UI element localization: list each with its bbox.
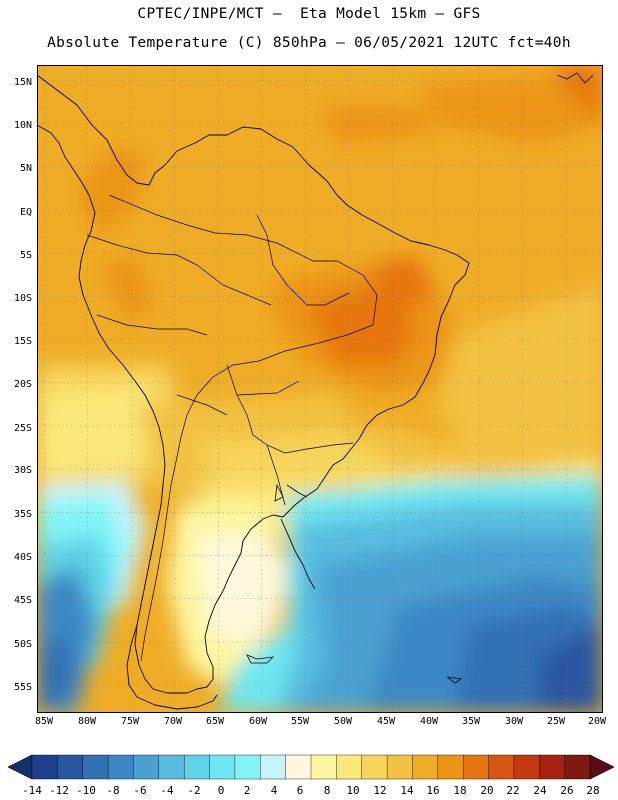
colorbar-swatch: [310, 754, 337, 780]
colorbar-label: 18: [453, 784, 467, 797]
colorbar-label: 22: [506, 784, 520, 797]
colorbar-swatch: [462, 754, 490, 780]
colorbar-swatch: [539, 754, 566, 780]
lon-label: 80W: [77, 716, 97, 727]
lat-label: 30S: [13, 465, 32, 476]
colorbar-label: 24: [533, 784, 547, 797]
colorbar-swatch: [260, 754, 287, 780]
lat-label: 45S: [13, 595, 32, 606]
lat-label: 20S: [13, 379, 32, 390]
colorbar-label: 12: [373, 784, 387, 797]
colorbar-swatch: [361, 754, 388, 780]
lat-label: 55S: [13, 682, 32, 693]
lon-label: 20W: [587, 716, 607, 727]
map-title-line1: CPTEC/INPE/MCT – Eta Model 15km – GFS: [137, 6, 481, 22]
map-frame: [37, 65, 603, 713]
temperature-field: [37, 65, 603, 713]
colorbar-label: -4: [160, 784, 174, 797]
colorbar-swatch: [158, 754, 185, 780]
colorbar-swatch: [564, 754, 591, 780]
lon-label: 60W: [248, 716, 268, 727]
colorbar-label: 0: [217, 784, 225, 797]
lat-label: 50S: [13, 639, 32, 650]
colorbar-over-arrow: [589, 754, 614, 780]
colorbar-label: 10: [346, 784, 360, 797]
colorbar-label: 16: [426, 784, 440, 797]
temperature-map: [37, 65, 603, 713]
lon-label: 30W: [504, 716, 524, 727]
colorbar-label: 26: [560, 784, 574, 797]
lon-label: 70W: [163, 716, 183, 727]
colorbar-swatch: [412, 754, 439, 780]
lon-label: 45W: [376, 716, 396, 727]
lat-label: 10N: [13, 120, 32, 131]
colorbar-swatch: [209, 754, 236, 780]
colorbar-label: 2: [243, 784, 251, 797]
lat-label: 10S: [13, 293, 32, 304]
colorbar-label: -8: [106, 784, 120, 797]
colorbar-swatch: [513, 754, 540, 780]
colorbar-under-arrow: [8, 754, 33, 780]
colorbar-label: -14: [22, 784, 42, 797]
lat-label: 15S: [13, 336, 32, 347]
colorbar-label: 20: [480, 784, 494, 797]
colorbar-label: -10: [76, 784, 96, 797]
lat-label: 25S: [13, 423, 32, 434]
colorbar-swatch: [285, 754, 312, 780]
lat-label: 15N: [13, 77, 32, 88]
colorbar-label: -12: [49, 784, 69, 797]
lon-label: 75W: [120, 716, 140, 727]
lon-label: 40W: [419, 716, 439, 727]
colorbar-label: -2: [187, 784, 201, 797]
colorbar-label: -6: [133, 784, 147, 797]
colorbar-swatch: [31, 754, 58, 780]
lat-label: 35S: [13, 509, 32, 520]
colorbar-label: 6: [296, 784, 304, 797]
colorbar-label: 8: [323, 784, 331, 797]
lon-label: 50W: [333, 716, 353, 727]
colorbar-swatch: [437, 754, 464, 780]
colorbar-swatch: [336, 754, 363, 780]
colorbar-label: 28: [586, 784, 600, 797]
lat-label: 5S: [19, 250, 32, 261]
colorbar-swatch: [82, 754, 109, 780]
colorbar-swatch: [183, 754, 211, 780]
lat-label: 40S: [13, 552, 32, 563]
map-title-line2: Absolute Temperature (C) 850hPa – 06/05/…: [47, 35, 571, 51]
islands: [246, 72, 594, 684]
lon-label: 65W: [205, 716, 225, 727]
colorbar-swatch: [133, 754, 160, 780]
colorbar-swatch: [386, 754, 413, 780]
lat-label: EQ: [19, 207, 32, 218]
coastlines: [37, 74, 470, 710]
lon-label: 55W: [290, 716, 310, 727]
lon-label: 25W: [546, 716, 566, 727]
colorbar-label: 4: [270, 784, 278, 797]
colorbar: [8, 754, 614, 780]
lon-label: 85W: [34, 716, 54, 727]
colorbar-label: 14: [400, 784, 414, 797]
lat-label: 5N: [19, 163, 32, 174]
lon-label: 35W: [461, 716, 481, 727]
colorbar-swatch: [488, 754, 515, 780]
colorbar-swatch: [57, 754, 84, 780]
colorbar-swatch: [107, 754, 134, 780]
colorbar-swatch: [234, 754, 261, 780]
